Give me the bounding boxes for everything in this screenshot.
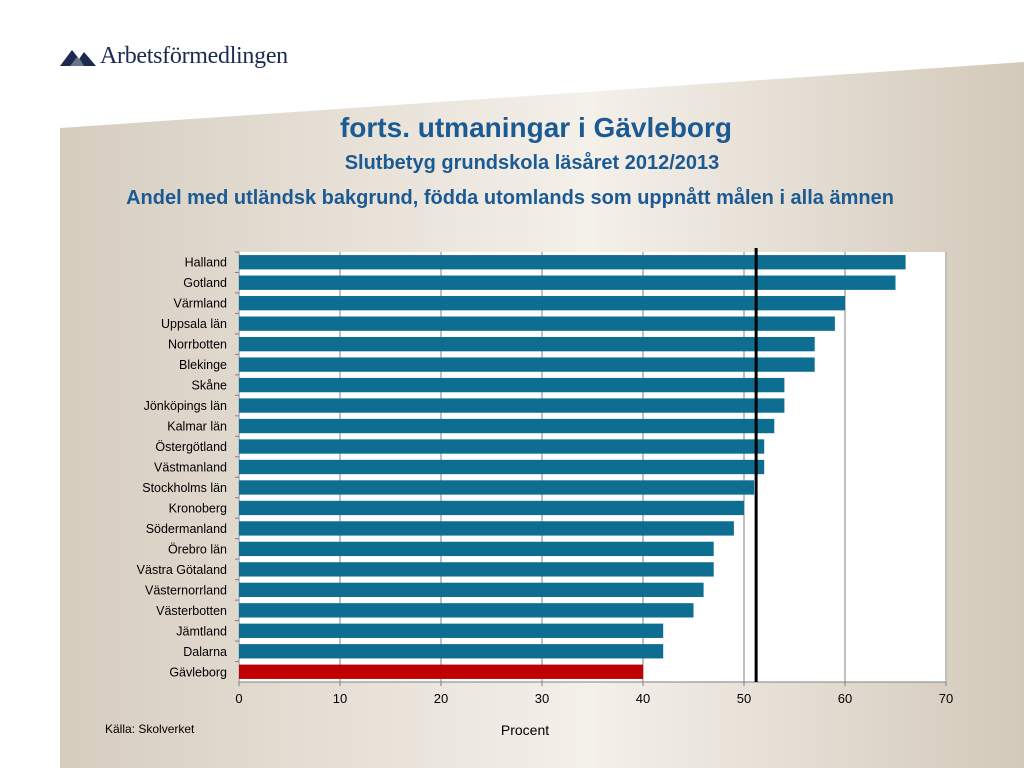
category-label: Norrbotten (168, 338, 227, 352)
bar (239, 255, 906, 270)
bar (239, 541, 714, 557)
bar (239, 582, 704, 598)
arbetsformedlingen-logo-icon (60, 50, 96, 66)
source-note: Källa: Skolverket (105, 722, 195, 736)
tick-label: 20 (434, 691, 448, 706)
tick-label: 70 (939, 691, 953, 706)
bars (239, 255, 906, 679)
chart-title: Andel med utländsk bakgrund, födda utoml… (126, 187, 894, 209)
bar (239, 644, 664, 659)
bar (239, 357, 815, 372)
category-label: Örebro län (168, 542, 227, 556)
tick-label: 60 (838, 691, 852, 706)
category-label: Dalarna (183, 645, 227, 659)
category-label: Västra Götaland (137, 563, 227, 577)
category-label: Västerbotten (156, 604, 227, 618)
category-label: Gävleborg (169, 665, 227, 679)
category-label: Västernorrland (145, 583, 227, 597)
bar (239, 296, 845, 311)
bar (239, 480, 755, 495)
bar (239, 623, 664, 638)
category-label: Värmland (174, 297, 228, 311)
bar (239, 398, 785, 413)
category-label: Halland (185, 256, 227, 270)
bar (239, 521, 734, 536)
brand-logo: Arbetsförmedlingen (58, 40, 288, 72)
tick-label: 40 (636, 691, 650, 706)
bar (239, 439, 765, 454)
category-label: Skåne (192, 379, 227, 393)
bar (239, 664, 643, 679)
bar (239, 500, 744, 516)
category-label: Blekinge (179, 358, 227, 372)
tick-label: 30 (535, 691, 549, 706)
bar (239, 562, 714, 577)
category-label: Kronoberg (169, 501, 227, 515)
bar (239, 603, 694, 618)
bar (239, 418, 775, 434)
bar (239, 377, 785, 393)
category-label: Västmanland (154, 461, 227, 475)
slide-title: forts. utmaningar i Gävleborg (339, 112, 733, 143)
tick-label: 0 (235, 691, 242, 706)
category-label: Uppsala län (161, 317, 227, 331)
bar (239, 316, 835, 331)
category-labels: Halland Gotland Värmland Uppsala län Norrbot… (137, 256, 227, 680)
tick-labels: 0 10 20 30 40 50 60 70 (235, 691, 953, 706)
category-label: Gotland (183, 276, 227, 290)
x-axis-label: Procent (501, 722, 549, 738)
category-label: Jämtland (176, 624, 227, 638)
tick-label: 10 (333, 691, 347, 706)
slide-subtitle: Slutbetyg grundskola läsåret 2012/2013 (344, 152, 720, 174)
category-label: Stockholms län (142, 481, 227, 495)
category-label: Jönköpings län (144, 399, 227, 413)
tick-label: 50 (737, 691, 751, 706)
bar (239, 459, 765, 475)
brand-name: Arbetsförmedlingen (100, 42, 288, 69)
category-label: Östergötland (155, 440, 227, 454)
bar (239, 336, 815, 352)
bar (239, 275, 896, 290)
category-label: Kalmar län (167, 420, 227, 434)
category-label: Södermanland (146, 522, 227, 536)
